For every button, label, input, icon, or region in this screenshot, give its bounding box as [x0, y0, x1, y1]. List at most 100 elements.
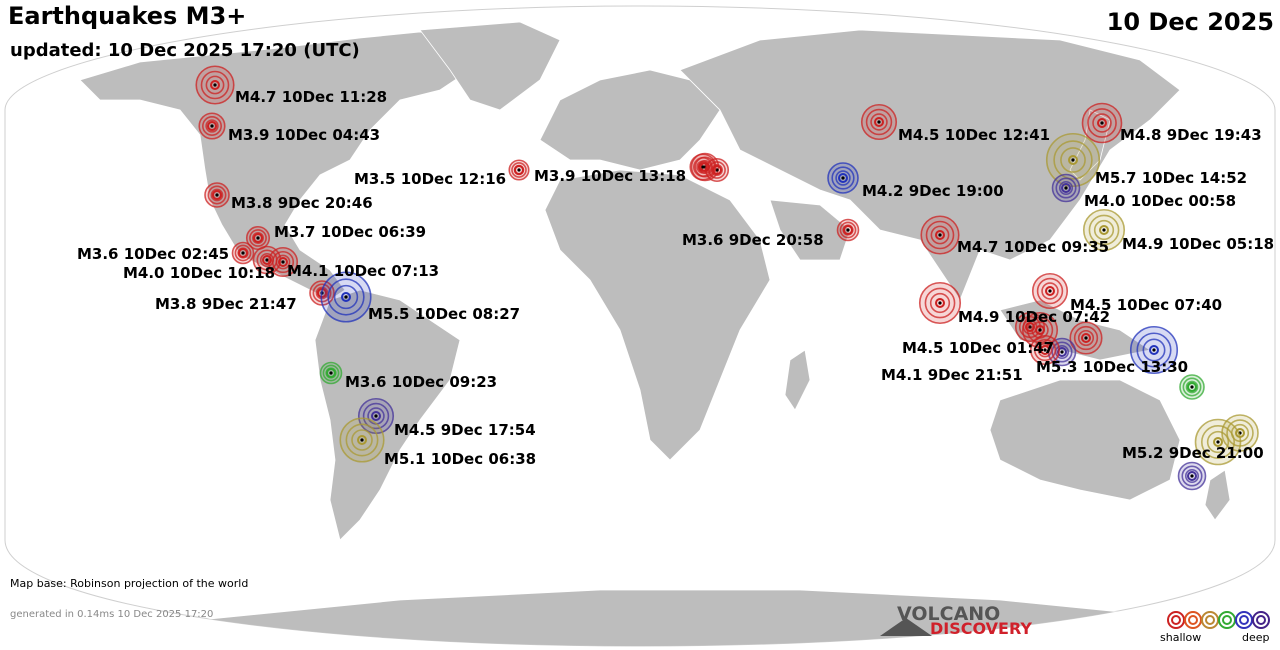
quake-ring — [210, 80, 220, 90]
quake-ring — [362, 402, 390, 430]
earthquake-marker[interactable] — [1031, 272, 1069, 310]
earthquake-marker[interactable] — [1045, 132, 1101, 188]
earthquake-label: M3.9 10Dec 04:43 — [228, 126, 380, 144]
quake-ring — [1026, 316, 1054, 344]
earthquake-marker[interactable] — [920, 215, 960, 255]
quake-ring — [924, 287, 956, 319]
earthquake-label: M3.7 10Dec 06:39 — [274, 223, 426, 241]
earthquake-marker[interactable] — [1082, 208, 1126, 252]
quake-ring — [1055, 177, 1077, 199]
logo-line-1: VOLCANO — [897, 603, 1001, 625]
legend-depth-circle — [1188, 615, 1198, 625]
quake-ring — [693, 157, 713, 177]
earthquake-marker[interactable] — [339, 417, 385, 463]
volcano-discovery-logo[interactable]: VOLCANO DISCOVERY — [880, 603, 1040, 640]
earthquake-label: M4.1 10Dec 07:13 — [287, 262, 439, 280]
earthquake-marker[interactable] — [860, 103, 898, 141]
quake-epicenter — [281, 260, 285, 264]
legend-depth-circle — [1218, 611, 1236, 629]
earthquake-label: M4.0 10Dec 10:18 — [123, 264, 275, 282]
quake-ring — [835, 170, 851, 186]
earthquake-marker[interactable] — [204, 182, 230, 208]
quake-ring — [1036, 277, 1064, 305]
quake-ring — [1149, 345, 1159, 355]
earthquake-marker[interactable] — [1081, 102, 1123, 144]
quake-epicenter — [517, 168, 521, 172]
earthquake-marker[interactable] — [195, 65, 235, 105]
earthquake-label: M3.9 10Dec 13:18 — [534, 167, 686, 185]
quake-ring — [205, 75, 225, 95]
quake-ring — [1057, 347, 1067, 357]
quake-ring — [1035, 325, 1045, 335]
earthquake-marker[interactable] — [1021, 311, 1059, 349]
quake-epicenter — [1064, 186, 1068, 190]
earthquake-label: M4.7 10Dec 09:35 — [957, 238, 1109, 256]
map-date: 10 Dec 2025 — [1106, 8, 1274, 36]
quake-ring — [935, 230, 945, 240]
earthquake-marker-extra[interactable] — [1179, 374, 1205, 400]
quake-epicenter — [877, 120, 881, 124]
quake-epicenter — [938, 301, 942, 305]
quake-ring — [1087, 108, 1117, 138]
quake-ring — [865, 108, 893, 136]
earthquake-marker[interactable] — [508, 159, 530, 181]
earthquake-marker[interactable] — [319, 361, 343, 385]
quake-ring — [1136, 332, 1172, 368]
quake-ring — [870, 113, 888, 131]
earthquake-marker[interactable] — [320, 271, 372, 323]
land-asia — [679, 29, 1181, 301]
earthquake-marker[interactable] — [1029, 334, 1061, 366]
quake-epicenter — [360, 438, 364, 442]
earthquake-marker[interactable] — [198, 112, 226, 140]
earthquake-marker[interactable] — [918, 281, 962, 325]
quake-ring — [253, 233, 263, 243]
earthquake-marker-extra[interactable] — [1069, 321, 1103, 355]
quake-ring — [1213, 437, 1223, 447]
earthquake-marker[interactable] — [231, 241, 255, 265]
generated-note: generated in 0.14ms 10 Dec 2025 17:20 — [10, 609, 214, 620]
earthquake-label: M5.3 10Dec 13:30 — [1036, 358, 1188, 376]
quake-ring — [1033, 338, 1057, 362]
quake-ring — [1041, 282, 1059, 300]
earthquake-marker[interactable] — [1051, 173, 1081, 203]
earthquake-label: M3.8 9Dec 20:46 — [231, 194, 373, 212]
legend-depth-circle — [1235, 611, 1253, 629]
earthquake-marker[interactable] — [836, 218, 860, 242]
quake-epicenter — [1100, 121, 1104, 125]
quake-epicenter — [265, 258, 269, 262]
earthquake-label: M5.7 10Dec 14:52 — [1095, 169, 1247, 187]
quake-ring — [1092, 113, 1112, 133]
quake-ring — [234, 244, 252, 262]
quake-ring — [1045, 286, 1055, 296]
earthquake-marker[interactable] — [689, 153, 717, 181]
legend-depth-circle — [1239, 615, 1249, 625]
quake-ring — [925, 220, 955, 250]
quake-ring — [1206, 430, 1230, 454]
earthquake-marker[interactable] — [1194, 418, 1242, 466]
quake-ring — [839, 221, 857, 239]
earthquake-marker[interactable] — [827, 162, 859, 194]
earthquake-marker[interactable] — [1129, 325, 1179, 375]
earthquake-label: M4.5 10Dec 01:47 — [902, 339, 1054, 357]
earthquake-marker[interactable] — [267, 246, 299, 278]
quake-ring — [1097, 118, 1107, 128]
quake-ring — [205, 119, 219, 133]
earthquake-label: M5.1 10Dec 06:38 — [384, 450, 536, 468]
earthquake-label: M3.6 9Dec 20:58 — [682, 231, 824, 249]
quake-ring — [333, 284, 359, 310]
quake-epicenter — [1152, 348, 1156, 352]
legend-depth-circle — [1201, 611, 1219, 629]
quake-ring — [1077, 329, 1095, 347]
quake-ring — [252, 232, 264, 244]
earthquake-marker-extra[interactable] — [1177, 461, 1207, 491]
quake-ring — [1061, 183, 1071, 193]
quake-ring — [696, 160, 710, 174]
legend-deep-label: deep — [1242, 631, 1270, 644]
quake-ring — [838, 173, 848, 183]
land-north-america — [79, 31, 471, 301]
quake-ring — [1201, 424, 1236, 459]
quake-ring — [1088, 214, 1120, 246]
quake-epicenter — [329, 371, 333, 375]
quake-epicenter — [1190, 385, 1194, 389]
